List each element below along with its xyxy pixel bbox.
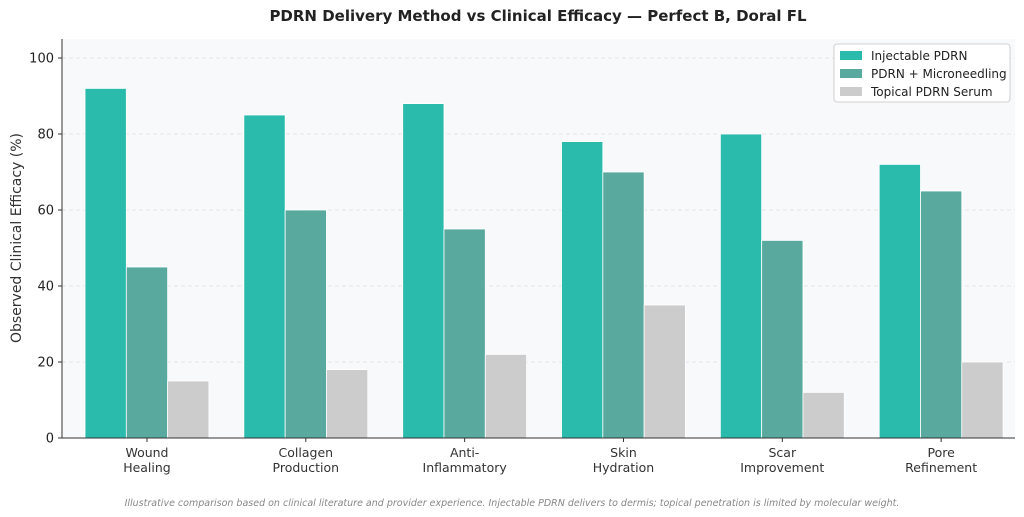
bar-topical (484, 353, 527, 439)
legend-label: Injectable PDRN (871, 49, 967, 63)
y-tick-label: 40 (37, 280, 54, 295)
x-tick-label: Scar Improvement (740, 445, 824, 475)
x-tick-label: Collagen Production (273, 445, 340, 475)
bar-injectable (719, 133, 763, 439)
bar-topical (167, 380, 210, 439)
plot-area (62, 39, 1015, 438)
bar-topical (326, 369, 369, 439)
bar-injectable (243, 114, 286, 439)
bar-microneedling (125, 266, 169, 439)
footnote: Illustrative comparison based on clinica… (125, 498, 900, 509)
bar-microneedling (920, 190, 963, 439)
bar-injectable (561, 141, 604, 439)
x-tick-label: Skin Hydration (593, 445, 654, 475)
bar-microneedling (761, 239, 804, 439)
bar-microneedling (602, 171, 645, 439)
y-axis-label: Observed Clinical Efficacy (%) (9, 133, 25, 343)
chart-title: PDRN Delivery Method vs Clinical Efficac… (269, 7, 807, 25)
legend-swatch (840, 51, 862, 60)
y-tick-label: 0 (46, 432, 54, 447)
bar-microneedling (443, 228, 486, 439)
bar-topical (802, 391, 845, 439)
axes (61, 39, 1015, 439)
bar-injectable (402, 103, 445, 439)
bar-injectable (878, 163, 921, 439)
y-tick-label: 20 (37, 356, 54, 371)
bar-topical (961, 361, 1004, 439)
legend-label: Topical PDRN Serum (870, 85, 993, 99)
legend-label: PDRN + Microneedling (871, 67, 1007, 81)
bar-topical (643, 304, 686, 439)
legend-swatch (840, 69, 862, 78)
x-tick-label: Pore Refinement (905, 445, 977, 475)
y-ticks: 0 20 40 60 80 100 (29, 52, 62, 447)
bars (84, 88, 1004, 439)
y-tick-label: 80 (37, 128, 54, 143)
bar-injectable (84, 88, 127, 439)
x-ticks: Wound Healing Collagen Production Anti-Infla… (123, 438, 977, 475)
legend-swatch (840, 87, 862, 96)
x-tick-label: Anti-Inflammatory (423, 445, 508, 475)
legend: Injectable PDRN PDRN + Microneedling Topic… (833, 43, 1011, 103)
bar-microneedling (284, 209, 327, 439)
x-tick-label: Wound Healing (123, 445, 171, 475)
y-tick-label: 100 (29, 52, 54, 67)
y-tick-label: 60 (37, 204, 54, 219)
legend-box (833, 43, 1011, 103)
